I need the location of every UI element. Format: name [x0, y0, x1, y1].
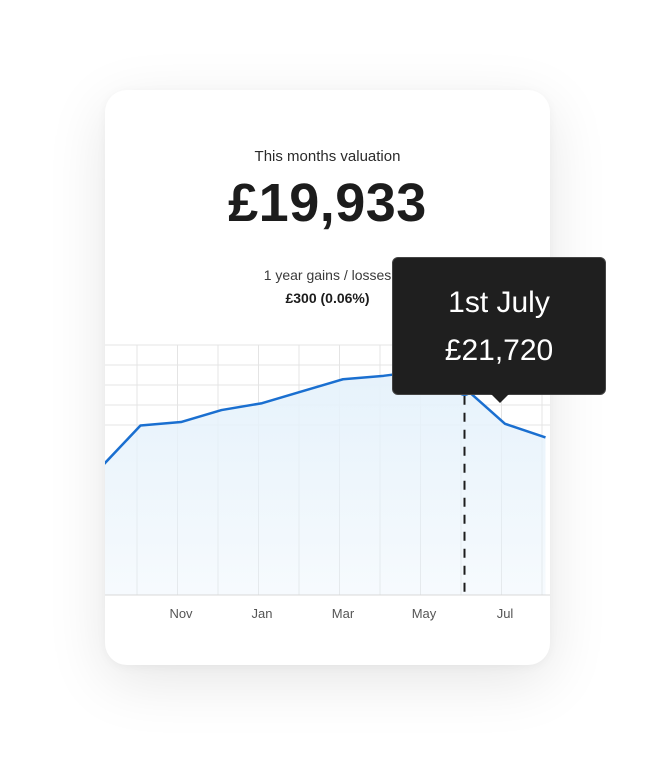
x-tick-label-jan: Jan	[252, 606, 273, 621]
x-tick-label-may: May	[412, 606, 437, 621]
gains-label: 1 year gains / losses	[263, 267, 392, 283]
x-tick-label-mar: Mar	[332, 606, 355, 621]
tooltip-pointer	[491, 394, 509, 403]
tooltip-value: £21,720	[444, 334, 554, 367]
valuation-label: This months valuation	[254, 148, 401, 165]
series-area	[105, 370, 546, 595]
chart-tooltip: 1st July £21,720	[392, 257, 606, 403]
x-tick-label-nov: Nov	[169, 606, 193, 621]
tooltip-date: 1st July	[448, 286, 550, 319]
valuation-amount: £19,933	[228, 173, 427, 233]
x-tick-label-jul: Jul	[497, 606, 514, 621]
gains-value: £300 (0.06%)	[285, 290, 370, 306]
